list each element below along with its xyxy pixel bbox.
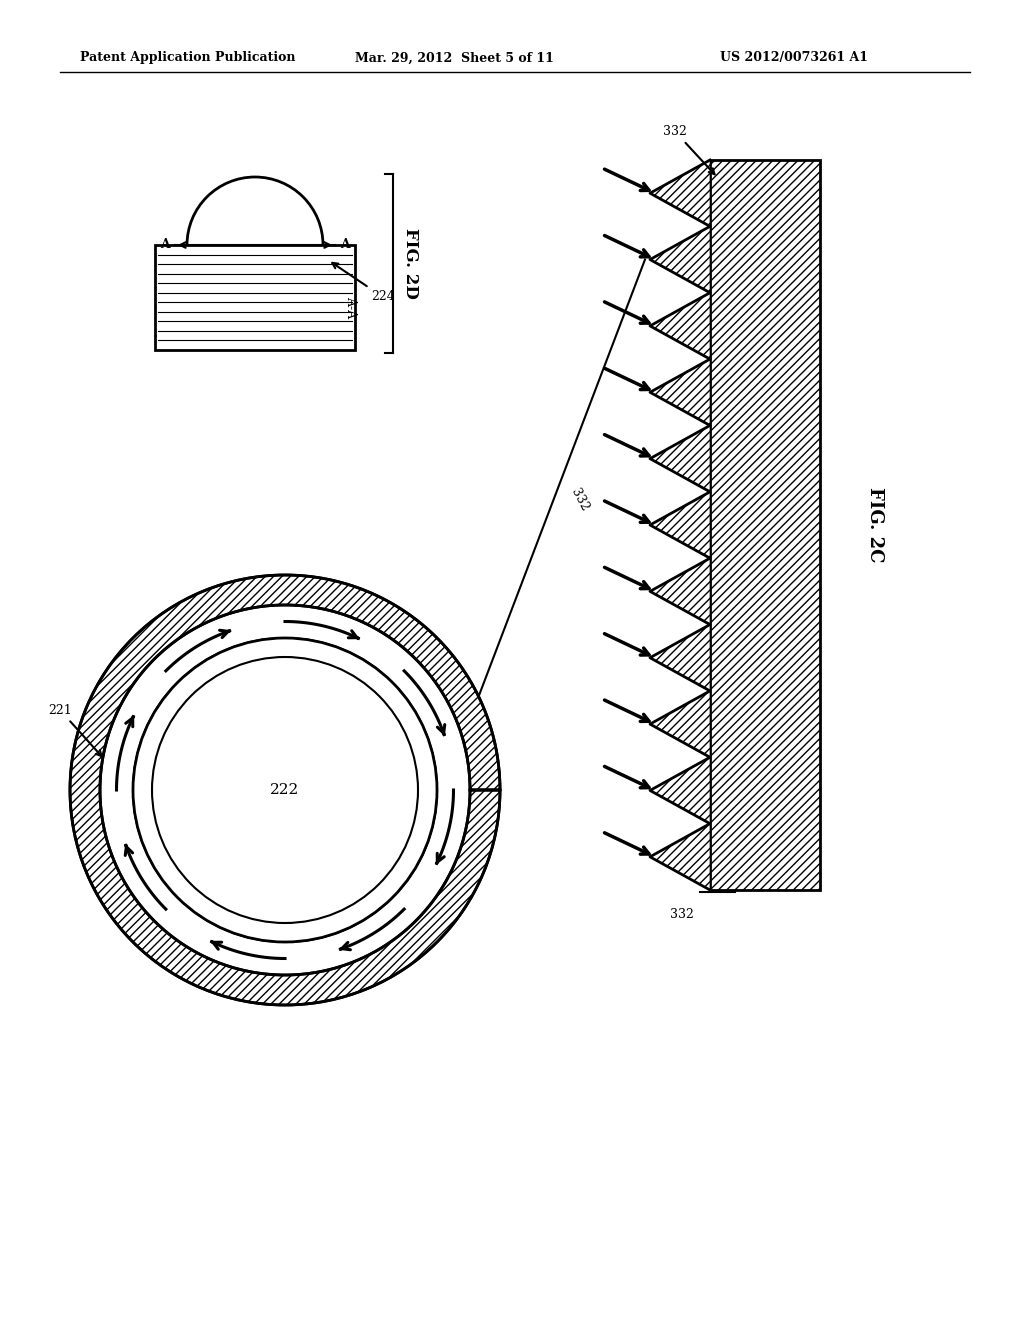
Text: Patent Application Publication: Patent Application Publication <box>80 51 296 65</box>
Bar <box>710 160 820 890</box>
Polygon shape <box>650 824 710 890</box>
Text: 332: 332 <box>568 486 591 513</box>
Text: 332: 332 <box>664 125 715 174</box>
Polygon shape <box>70 576 500 1005</box>
Polygon shape <box>650 690 710 758</box>
Polygon shape <box>650 624 710 690</box>
Text: FIG. 2D: FIG. 2D <box>402 228 420 298</box>
Polygon shape <box>650 558 710 624</box>
Text: US 2012/0073261 A1: US 2012/0073261 A1 <box>720 51 868 65</box>
Polygon shape <box>650 293 710 359</box>
Circle shape <box>152 657 418 923</box>
Polygon shape <box>650 425 710 492</box>
Polygon shape <box>650 226 710 293</box>
Text: FIG. 2C: FIG. 2C <box>866 487 884 562</box>
Polygon shape <box>650 359 710 425</box>
Text: 221: 221 <box>48 704 101 756</box>
Text: Mar. 29, 2012  Sheet 5 of 11: Mar. 29, 2012 Sheet 5 of 11 <box>355 51 554 65</box>
Polygon shape <box>133 638 437 942</box>
Bar <box>155 246 355 350</box>
Text: A: A <box>160 239 170 252</box>
Polygon shape <box>650 492 710 558</box>
Text: 224: 224 <box>332 263 394 304</box>
Circle shape <box>133 638 437 942</box>
Text: A-A: A-A <box>344 297 357 318</box>
Text: A: A <box>340 239 350 252</box>
Polygon shape <box>650 160 710 226</box>
Text: 332: 332 <box>670 908 694 921</box>
Polygon shape <box>650 758 710 824</box>
Text: 222: 222 <box>270 783 300 797</box>
